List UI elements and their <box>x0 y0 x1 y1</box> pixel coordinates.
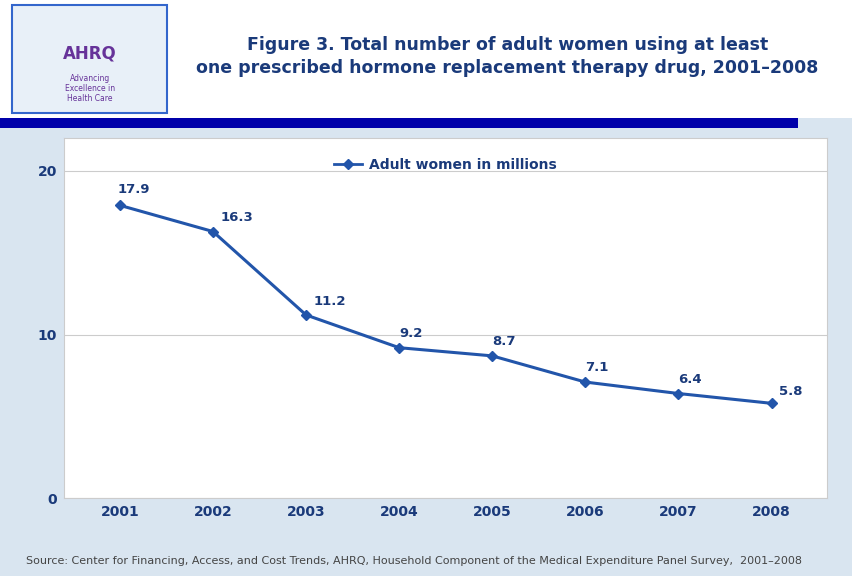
Text: 6.4: 6.4 <box>677 373 701 386</box>
Text: 5.8: 5.8 <box>778 385 802 397</box>
Text: 11.2: 11.2 <box>314 295 346 308</box>
Text: 16.3: 16.3 <box>220 211 253 224</box>
Text: AHRQ: AHRQ <box>62 44 117 62</box>
Legend: Adult women in millions: Adult women in millions <box>329 153 561 177</box>
Text: 7.1: 7.1 <box>584 361 608 374</box>
Text: 17.9: 17.9 <box>118 183 150 196</box>
Text: Advancing
Excellence in
Health Care: Advancing Excellence in Health Care <box>65 74 114 104</box>
FancyBboxPatch shape <box>12 5 167 113</box>
Text: Figure 3. Total number of adult women using at least
one prescribed hormone repl: Figure 3. Total number of adult women us… <box>196 36 818 78</box>
Text: 9.2: 9.2 <box>399 327 422 340</box>
Text: Source: Center for Financing, Access, and Cost Trends, AHRQ, Household Component: Source: Center for Financing, Access, an… <box>26 556 801 566</box>
Text: 8.7: 8.7 <box>492 335 515 348</box>
